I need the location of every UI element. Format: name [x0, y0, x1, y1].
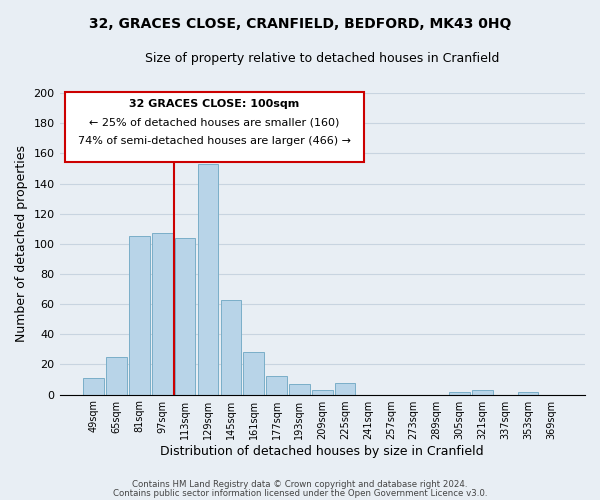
- Text: Contains HM Land Registry data © Crown copyright and database right 2024.: Contains HM Land Registry data © Crown c…: [132, 480, 468, 489]
- Bar: [221, 300, 241, 394]
- FancyBboxPatch shape: [65, 92, 364, 162]
- Bar: [449, 392, 470, 394]
- Y-axis label: Number of detached properties: Number of detached properties: [15, 146, 28, 342]
- Bar: [335, 382, 355, 394]
- Text: 32, GRACES CLOSE, CRANFIELD, BEDFORD, MK43 0HQ: 32, GRACES CLOSE, CRANFIELD, BEDFORD, MK…: [89, 18, 511, 32]
- X-axis label: Distribution of detached houses by size in Cranfield: Distribution of detached houses by size …: [160, 444, 484, 458]
- Text: 32 GRACES CLOSE: 100sqm: 32 GRACES CLOSE: 100sqm: [130, 99, 299, 109]
- Bar: [289, 384, 310, 394]
- Text: ← 25% of detached houses are smaller (160): ← 25% of detached houses are smaller (16…: [89, 117, 340, 127]
- Bar: [106, 357, 127, 395]
- Text: 74% of semi-detached houses are larger (466) →: 74% of semi-detached houses are larger (…: [78, 136, 351, 146]
- Bar: [244, 352, 264, 395]
- Text: Contains public sector information licensed under the Open Government Licence v3: Contains public sector information licen…: [113, 489, 487, 498]
- Bar: [472, 390, 493, 394]
- Bar: [312, 390, 332, 394]
- Bar: [266, 376, 287, 394]
- Bar: [175, 238, 196, 394]
- Bar: [129, 236, 150, 394]
- Title: Size of property relative to detached houses in Cranfield: Size of property relative to detached ho…: [145, 52, 499, 66]
- Bar: [83, 378, 104, 394]
- Bar: [198, 164, 218, 394]
- Bar: [518, 392, 538, 394]
- Bar: [152, 234, 173, 394]
